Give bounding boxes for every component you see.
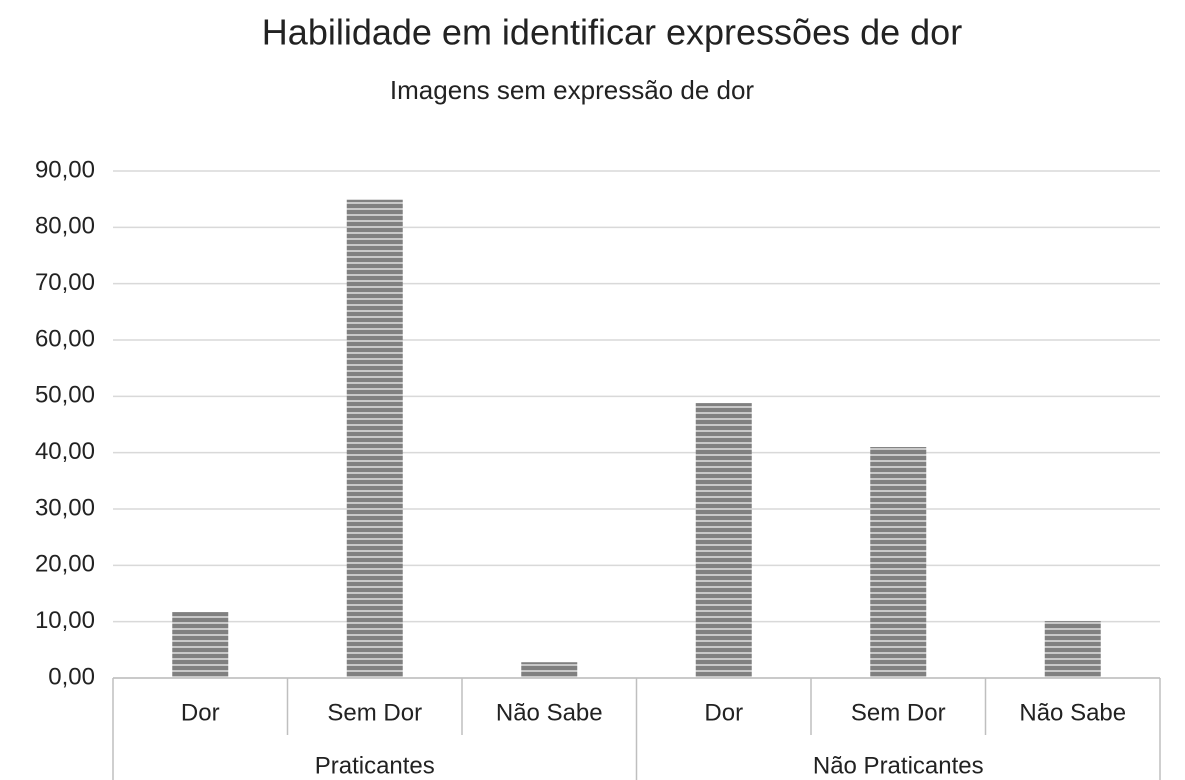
x-tick-label: Não Sabe bbox=[496, 699, 603, 726]
x-tick-label: Dor bbox=[704, 699, 743, 726]
y-tick-label: 0,00 bbox=[48, 663, 95, 690]
x-tick-label: Não Sabe bbox=[1019, 699, 1126, 726]
bar bbox=[1044, 621, 1101, 678]
y-tick-label: 10,00 bbox=[35, 607, 95, 634]
group-label: Não Praticantes bbox=[813, 752, 984, 779]
bar bbox=[695, 403, 752, 678]
y-tick-label: 40,00 bbox=[35, 438, 95, 465]
bar bbox=[870, 447, 927, 678]
x-tick-label: Sem Dor bbox=[851, 699, 946, 726]
bar bbox=[346, 199, 403, 679]
y-tick-label: 50,00 bbox=[35, 382, 95, 409]
x-tick-label: Sem Dor bbox=[327, 699, 422, 726]
y-tick-label: 80,00 bbox=[35, 213, 95, 240]
y-tick-label: 20,00 bbox=[35, 551, 95, 578]
x-tick-label: Dor bbox=[181, 699, 220, 726]
y-tick-label: 30,00 bbox=[35, 494, 95, 521]
chart-subtitle: Imagens sem expressão de dor bbox=[390, 75, 755, 105]
bar bbox=[521, 662, 578, 678]
chart-title: Habilidade em identificar expressões de … bbox=[262, 12, 962, 53]
group-label: Praticantes bbox=[315, 752, 435, 779]
y-tick-label: 60,00 bbox=[35, 325, 95, 352]
y-tick-label: 90,00 bbox=[35, 156, 95, 183]
bar bbox=[172, 612, 229, 678]
y-tick-label: 70,00 bbox=[35, 269, 95, 296]
